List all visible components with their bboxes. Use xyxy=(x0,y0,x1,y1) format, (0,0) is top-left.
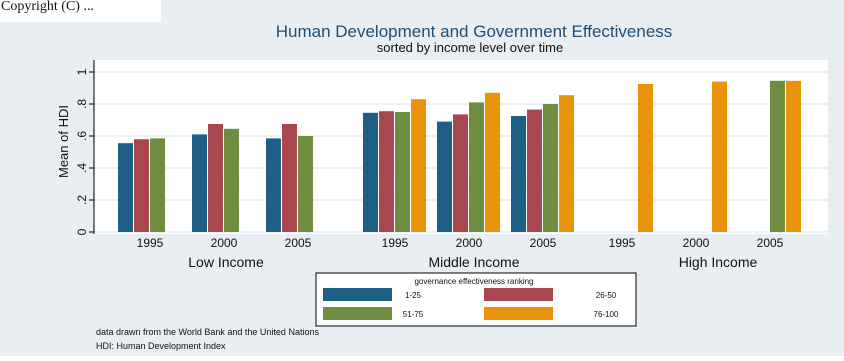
x-group-label: Middle Income xyxy=(428,254,519,270)
bar-high-income-2000-76-100 xyxy=(712,81,727,232)
bar-low-income-1995-51-75 xyxy=(150,138,165,232)
bar-middle-income-1995-51-75 xyxy=(395,112,410,232)
x-group-label: Low Income xyxy=(188,254,264,270)
chart-subtitle: sorted by income level over time xyxy=(377,40,563,55)
bar-middle-income-2005-26-50 xyxy=(527,109,542,232)
bar-high-income-2005-51-75 xyxy=(770,80,785,232)
x-year-label: 2000 xyxy=(456,236,483,250)
legend: governance effectiveness ranking 1-25 26-… xyxy=(315,272,637,327)
bar-middle-income-2000-76-100 xyxy=(485,92,500,232)
bar-low-income-2000-1-25 xyxy=(192,134,207,232)
bar-low-income-2005-1-25 xyxy=(266,138,281,232)
y-axis-label: Mean of HDI xyxy=(56,105,71,178)
legend-swatch-26-50 xyxy=(484,288,553,301)
bar-low-income-2005-26-50 xyxy=(282,124,297,232)
y-tick-label: 0 xyxy=(75,228,89,235)
legend-label-1-25: 1-25 xyxy=(405,291,422,300)
y-tick-label: .6 xyxy=(75,131,89,141)
bar-high-income-2005-76-100 xyxy=(786,80,801,232)
top-caption: Copyright (C) ... xyxy=(0,0,161,22)
bar-middle-income-1995-76-100 xyxy=(411,99,426,232)
bar-middle-income-2000-1-25 xyxy=(437,121,452,232)
bar-middle-income-1995-1-25 xyxy=(363,112,378,232)
legend-swatch-76-100 xyxy=(484,307,553,320)
bar-middle-income-2000-26-50 xyxy=(453,114,468,232)
bar-high-income-1995-76-100 xyxy=(638,84,653,232)
y-axis: 0 .2 .4 .6 .8 1 xyxy=(75,68,94,235)
bar-low-income-2000-51-75 xyxy=(224,128,239,232)
x-group-label: High Income xyxy=(679,254,758,270)
y-tick-label: 1 xyxy=(75,68,89,75)
bars xyxy=(118,80,801,233)
legend-swatch-1-25 xyxy=(323,288,392,301)
bar-middle-income-2005-1-25 xyxy=(511,116,526,232)
bar-low-income-2005-51-75 xyxy=(298,136,313,232)
x-year-label: 2005 xyxy=(757,236,784,250)
x-year-label: 2000 xyxy=(683,236,710,250)
x-year-label: 1995 xyxy=(609,236,636,250)
x-year-label: 2000 xyxy=(211,236,238,250)
legend-label-51-75: 51-75 xyxy=(403,310,424,319)
x-year-label: 1995 xyxy=(137,236,164,250)
x-year-label: 1995 xyxy=(382,236,409,250)
legend-title: governance effectiveness ranking xyxy=(414,277,533,286)
chart-title: Human Development and Government Effecti… xyxy=(276,22,673,41)
bar-middle-income-1995-26-50 xyxy=(379,111,394,232)
note-hdi: HDI: Human Development Index xyxy=(96,341,226,351)
legend-label-26-50: 26-50 xyxy=(596,291,617,300)
bar-low-income-2000-26-50 xyxy=(208,124,223,232)
note-source: data drawn from the World Bank and the U… xyxy=(96,327,319,337)
bar-middle-income-2005-51-75 xyxy=(543,104,558,232)
bar-middle-income-2005-76-100 xyxy=(559,95,574,232)
y-tick-label: .8 xyxy=(75,99,89,109)
x-year-label: 2005 xyxy=(285,236,312,250)
bar-middle-income-2000-51-75 xyxy=(469,102,484,233)
x-year-label: 2005 xyxy=(530,236,557,250)
bar-low-income-1995-1-25 xyxy=(118,143,133,232)
legend-label-76-100: 76-100 xyxy=(594,310,619,319)
y-tick-label: .2 xyxy=(75,195,89,205)
legend-swatch-51-75 xyxy=(323,307,392,320)
y-tick-label: .4 xyxy=(75,163,89,173)
bar-low-income-1995-26-50 xyxy=(134,139,149,232)
x-axis-labels: 1995 2000 2005 Low Income 1995 2000 2005 Middle… xyxy=(137,236,784,270)
